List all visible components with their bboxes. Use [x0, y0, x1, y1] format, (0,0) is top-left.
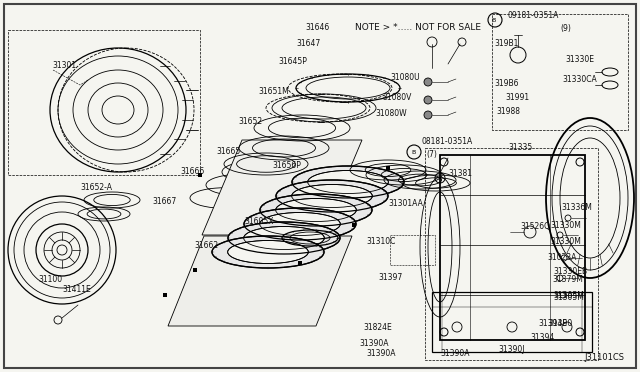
Text: 31381: 31381 [448, 170, 472, 179]
Polygon shape [168, 236, 352, 326]
Ellipse shape [292, 166, 404, 198]
Text: 31080V: 31080V [382, 93, 412, 102]
Text: 31397: 31397 [378, 273, 403, 282]
Text: 31667: 31667 [152, 198, 176, 206]
Ellipse shape [292, 185, 372, 208]
Text: 31390A: 31390A [440, 350, 470, 359]
Bar [163, 293, 167, 297]
Text: 31390A: 31390A [366, 350, 396, 359]
Text: 31305M: 31305M [553, 292, 584, 301]
Text: 31100: 31100 [38, 276, 62, 285]
Ellipse shape [260, 212, 340, 235]
Text: 31330EB: 31330EB [553, 267, 587, 276]
Ellipse shape [212, 236, 324, 268]
Text: 31330CA: 31330CA [562, 74, 596, 83]
Text: 31301AA: 31301AA [388, 199, 423, 208]
Bar [298, 261, 302, 265]
Ellipse shape [276, 199, 356, 221]
Text: 31991: 31991 [505, 93, 529, 103]
Text: 319B1: 319B1 [494, 39, 518, 48]
Bar [193, 268, 197, 272]
Text: 31390: 31390 [548, 320, 572, 328]
Text: 31656P: 31656P [272, 160, 301, 170]
Bar [386, 166, 390, 170]
Ellipse shape [228, 240, 308, 263]
Text: 31301: 31301 [52, 61, 76, 70]
Text: J31101CS: J31101CS [584, 353, 624, 362]
Text: 31330M: 31330M [550, 221, 581, 231]
Text: 31379M: 31379M [552, 275, 583, 283]
Text: B: B [411, 150, 415, 154]
Ellipse shape [276, 180, 388, 212]
Text: 31665: 31665 [216, 148, 240, 157]
Text: 31310C: 31310C [366, 237, 396, 247]
Text: 319B6: 319B6 [494, 80, 518, 89]
Text: 31335: 31335 [508, 144, 532, 153]
Ellipse shape [308, 170, 388, 193]
Text: (9): (9) [560, 23, 571, 32]
Text: B: B [492, 17, 496, 22]
Text: 31651M: 31651M [258, 87, 289, 96]
Text: 31336M: 31336M [561, 203, 592, 212]
Circle shape [424, 96, 432, 104]
Text: 31390J: 31390J [498, 346, 525, 355]
Text: 31394: 31394 [530, 334, 554, 343]
Text: 31305M: 31305M [553, 294, 584, 302]
Bar [432, 292, 592, 352]
Text: 31652-A: 31652-A [80, 183, 112, 192]
Text: 31652: 31652 [238, 118, 262, 126]
Text: 31394E: 31394E [538, 320, 567, 328]
Bar [440, 155, 585, 340]
Text: 31330M: 31330M [550, 237, 581, 246]
Text: 31666: 31666 [180, 167, 204, 176]
Text: 09181-0351A: 09181-0351A [508, 12, 559, 20]
Text: 08181-0351A: 08181-0351A [422, 138, 473, 147]
Text: 31605X: 31605X [244, 218, 273, 227]
Text: 31390A: 31390A [359, 340, 388, 349]
Ellipse shape [244, 208, 356, 240]
Text: 31645P: 31645P [278, 58, 307, 67]
Text: 31080U: 31080U [390, 74, 420, 83]
Text: (7): (7) [426, 150, 437, 158]
Text: 31411E: 31411E [62, 285, 91, 295]
Text: 31662: 31662 [194, 241, 218, 250]
Ellipse shape [228, 222, 340, 254]
Text: 31824E: 31824E [363, 323, 392, 331]
Text: 31023A: 31023A [547, 253, 577, 262]
Bar [352, 223, 356, 227]
Ellipse shape [244, 227, 324, 250]
Text: 31080W: 31080W [375, 109, 406, 118]
Ellipse shape [260, 194, 372, 226]
Polygon shape [202, 140, 362, 235]
Text: 31330E: 31330E [565, 55, 594, 64]
Text: 31647: 31647 [296, 39, 320, 48]
Circle shape [424, 78, 432, 86]
Text: 31988: 31988 [496, 108, 520, 116]
Bar [198, 173, 202, 177]
Circle shape [424, 111, 432, 119]
Text: NOTE > *….. NOT FOR SALE: NOTE > *….. NOT FOR SALE [355, 23, 481, 32]
Text: 31526Q: 31526Q [520, 221, 550, 231]
Text: 31646: 31646 [305, 23, 329, 32]
